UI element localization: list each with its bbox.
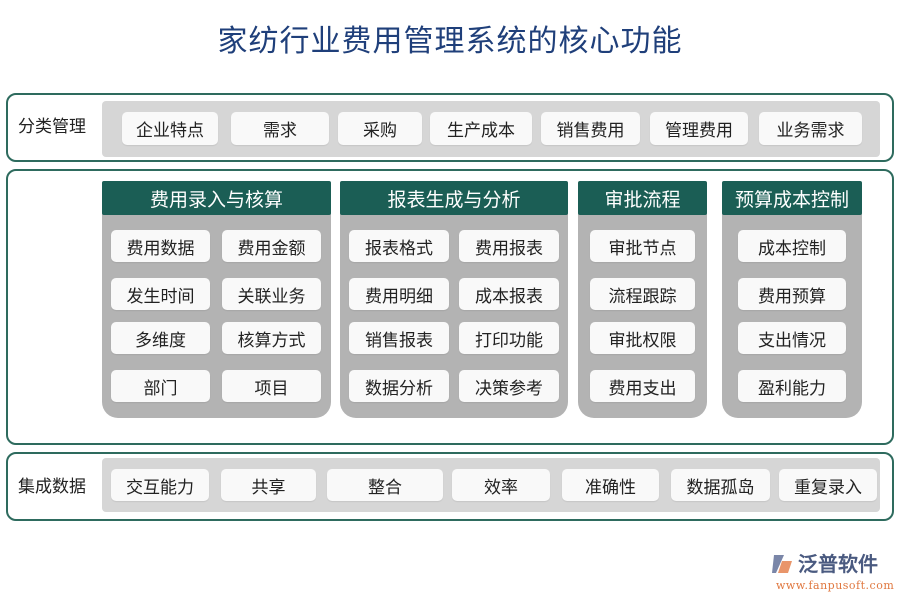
integration-chip: 交互能力 <box>111 469 209 501</box>
feature-chip: 费用金额 <box>222 230 321 262</box>
bottom-row-label: 集成数据 <box>18 477 86 497</box>
feature-chip: 支出情况 <box>738 322 846 354</box>
column-header: 报表生成与分析 <box>340 181 568 215</box>
integration-chip: 整合 <box>327 469 443 501</box>
feature-chip: 审批节点 <box>590 230 695 262</box>
feature-chip: 决策参考 <box>459 370 559 402</box>
feature-chip: 成本报表 <box>459 278 559 310</box>
brand-logo: 泛普软件 <box>770 552 878 576</box>
feature-chip: 盈利能力 <box>738 370 846 402</box>
feature-chip: 费用支出 <box>590 370 695 402</box>
feature-chip: 销售报表 <box>349 322 449 354</box>
integration-chip: 共享 <box>221 469 316 501</box>
category-chip: 企业特点 <box>122 112 218 145</box>
page-title: 家纺行业费用管理系统的核心功能 <box>217 24 683 59</box>
integration-chip: 准确性 <box>562 469 659 501</box>
feature-chip: 项目 <box>222 370 321 402</box>
feature-chip: 费用数据 <box>111 230 210 262</box>
feature-chip: 费用报表 <box>459 230 559 262</box>
integration-chip: 重复录入 <box>779 469 877 501</box>
feature-chip: 打印功能 <box>459 322 559 354</box>
category-chip: 销售费用 <box>541 112 640 145</box>
integration-chip: 效率 <box>452 469 550 501</box>
feature-chip: 费用预算 <box>738 278 846 310</box>
feature-chip: 报表格式 <box>349 230 449 262</box>
feature-chip: 数据分析 <box>349 370 449 402</box>
category-chip: 生产成本 <box>430 112 532 145</box>
column-header: 费用录入与核算 <box>102 181 331 215</box>
feature-chip: 多维度 <box>111 322 210 354</box>
column-header: 审批流程 <box>578 181 707 215</box>
feature-chip: 流程跟踪 <box>590 278 695 310</box>
feature-chip: 部门 <box>111 370 210 402</box>
category-chip: 采购 <box>338 112 422 145</box>
feature-chip: 审批权限 <box>590 322 695 354</box>
logo-url: www.fanpusoft.com <box>776 579 895 592</box>
feature-chip: 成本控制 <box>738 230 846 262</box>
top-row-label: 分类管理 <box>18 117 86 137</box>
category-chip: 需求 <box>231 112 329 145</box>
logo-name: 泛普软件 <box>798 552 878 576</box>
column-header: 预算成本控制 <box>722 181 862 215</box>
feature-chip: 发生时间 <box>111 278 210 310</box>
feature-chip: 关联业务 <box>222 278 321 310</box>
feature-chip: 费用明细 <box>349 278 449 310</box>
integration-chip: 数据孤岛 <box>671 469 770 501</box>
feature-chip: 核算方式 <box>222 322 321 354</box>
category-chip: 业务需求 <box>759 112 862 145</box>
logo-icon <box>772 555 792 573</box>
category-chip: 管理费用 <box>650 112 748 145</box>
